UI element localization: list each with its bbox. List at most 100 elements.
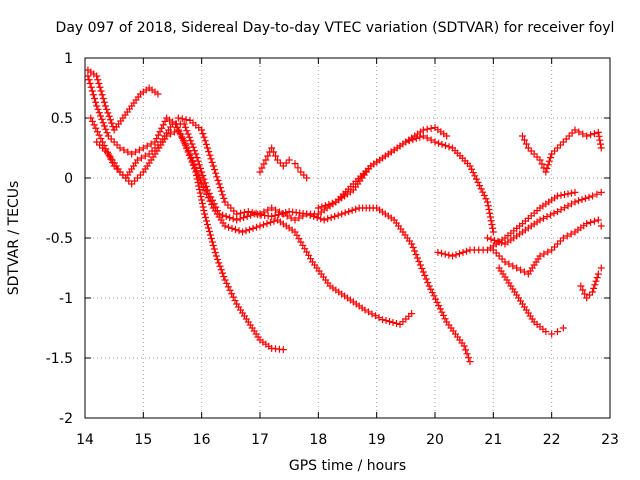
- data-point: [419, 126, 427, 134]
- data-point: [221, 276, 229, 284]
- data-point-interp: [263, 220, 271, 228]
- data-point: [262, 156, 270, 164]
- data-point-interp: [468, 165, 476, 173]
- data-point-interp: [240, 208, 248, 216]
- data-point-interp: [99, 119, 107, 127]
- data-point-interp: [226, 286, 234, 294]
- data-point: [431, 138, 439, 146]
- data-point-interp: [104, 109, 112, 117]
- data-point-interp: [412, 251, 420, 258]
- data-point: [314, 204, 322, 212]
- data-point-interp: [430, 292, 438, 300]
- data-point-interp: [197, 164, 204, 172]
- data-point-interp: [99, 95, 107, 102]
- series-s10: [495, 264, 567, 338]
- y-axis-label: SDTVAR / TECUs: [6, 181, 22, 296]
- data-point-interp: [587, 131, 595, 139]
- data-point-interp: [547, 154, 554, 162]
- data-point-interp: [201, 137, 209, 145]
- data-point-interp: [264, 206, 272, 214]
- data-point-interp: [260, 221, 267, 229]
- data-point-interp: [167, 130, 175, 138]
- data-point-interp: [505, 260, 513, 268]
- data-point-interp: [94, 105, 102, 113]
- data-point-interp: [95, 109, 103, 117]
- data-point: [93, 102, 101, 110]
- data-point-interp: [137, 154, 145, 162]
- data-point-interp: [272, 206, 280, 214]
- data-point-interp: [272, 152, 280, 160]
- data-point-interp: [436, 305, 444, 313]
- data-point-interp: [472, 175, 480, 183]
- data-point-interp: [220, 194, 228, 202]
- data-point: [303, 174, 311, 182]
- data-point: [198, 180, 206, 188]
- x-tick-label: 23: [601, 432, 619, 448]
- data-point-interp: [143, 142, 151, 150]
- data-point: [134, 156, 141, 164]
- data-point-interp: [105, 112, 113, 120]
- y-tick-label: -2: [59, 411, 73, 427]
- data-point-interp: [191, 163, 199, 171]
- data-point: [233, 210, 241, 218]
- data-point: [484, 198, 491, 206]
- data-point: [536, 216, 544, 224]
- data-point-interp: [210, 245, 218, 253]
- data-point-interp: [258, 164, 266, 172]
- data-point-interp: [196, 177, 204, 185]
- series-s3: [87, 114, 474, 366]
- data-point-interp: [94, 76, 102, 84]
- data-point-interp: [544, 161, 552, 169]
- data-point-interp: [260, 208, 268, 216]
- x-tick-label: 17: [251, 432, 269, 448]
- x-tick-label: 16: [193, 432, 211, 448]
- data-point-interp: [156, 128, 164, 136]
- data-point: [594, 270, 602, 278]
- data-point-interp: [205, 148, 213, 156]
- data-point: [466, 162, 474, 170]
- data-point: [201, 210, 209, 218]
- data-point-interp: [201, 179, 209, 187]
- data-point: [233, 216, 241, 224]
- data-point-interp: [287, 214, 295, 222]
- data-point: [212, 252, 220, 260]
- data-point: [594, 216, 602, 224]
- data-point-interp: [348, 206, 356, 214]
- data-point-interp: [485, 206, 493, 213]
- data-point: [542, 168, 550, 176]
- data-point-interp: [575, 128, 583, 136]
- data-point: [128, 150, 136, 158]
- data-point-interp: [520, 268, 528, 276]
- data-point-interp: [215, 180, 223, 188]
- y-tick-label: 0.5: [51, 111, 73, 127]
- data-point-interp: [225, 223, 232, 231]
- data-point-interp: [324, 215, 332, 223]
- data-point: [285, 156, 293, 164]
- data-point-interp: [243, 212, 251, 220]
- data-point: [589, 288, 596, 296]
- data-point-interp: [479, 188, 487, 196]
- data-point-interp: [264, 152, 272, 160]
- data-point-interp: [229, 293, 237, 301]
- data-point-interp: [219, 191, 227, 199]
- data-point: [268, 144, 276, 152]
- data-point-interp: [415, 258, 423, 265]
- x-axis-label: GPS time / hours: [289, 458, 406, 474]
- data-point-interp: [435, 139, 442, 147]
- data-point-interp: [418, 265, 426, 272]
- data-point-interp: [90, 95, 98, 102]
- data-point: [460, 342, 468, 350]
- data-point-interp: [432, 295, 440, 303]
- data-point-interp: [202, 182, 210, 190]
- data-point-interp: [220, 273, 228, 281]
- data-point-interp: [488, 221, 496, 228]
- data-point-interp: [249, 224, 257, 232]
- data-point-interp: [482, 195, 490, 203]
- data-point-interp: [187, 153, 195, 161]
- data-point: [484, 234, 491, 242]
- data-point: [256, 168, 264, 176]
- data-point-interp: [435, 302, 443, 310]
- y-tick-label: 1: [64, 51, 73, 67]
- data-point-interp: [204, 194, 212, 202]
- data-point-interp: [491, 236, 498, 244]
